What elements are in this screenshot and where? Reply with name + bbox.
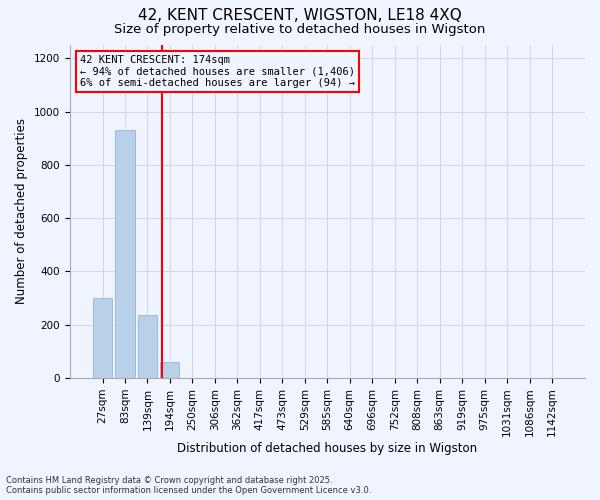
Text: Size of property relative to detached houses in Wigston: Size of property relative to detached ho… xyxy=(115,22,485,36)
Bar xyxy=(115,130,134,378)
Text: 42 KENT CRESCENT: 174sqm
← 94% of detached houses are smaller (1,406)
6% of semi: 42 KENT CRESCENT: 174sqm ← 94% of detach… xyxy=(80,55,355,88)
Text: Contains HM Land Registry data © Crown copyright and database right 2025.
Contai: Contains HM Land Registry data © Crown c… xyxy=(6,476,371,495)
X-axis label: Distribution of detached houses by size in Wigston: Distribution of detached houses by size … xyxy=(177,442,478,455)
Text: 42, KENT CRESCENT, WIGSTON, LE18 4XQ: 42, KENT CRESCENT, WIGSTON, LE18 4XQ xyxy=(138,8,462,22)
Bar xyxy=(160,362,179,378)
Bar xyxy=(138,316,157,378)
Y-axis label: Number of detached properties: Number of detached properties xyxy=(15,118,28,304)
Bar xyxy=(93,298,112,378)
